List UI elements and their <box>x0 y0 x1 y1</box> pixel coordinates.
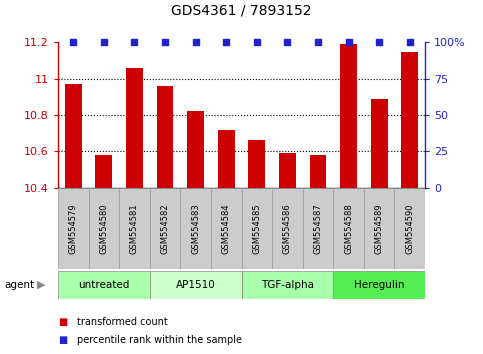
Text: AP1510: AP1510 <box>176 280 215 290</box>
Text: GSM554579: GSM554579 <box>69 203 78 254</box>
Bar <box>88 188 119 269</box>
Bar <box>211 188 242 269</box>
Bar <box>58 188 88 269</box>
Text: percentile rank within the sample: percentile rank within the sample <box>77 335 242 345</box>
Text: GSM554590: GSM554590 <box>405 203 414 253</box>
Bar <box>333 271 425 299</box>
Point <box>222 40 230 45</box>
Bar <box>272 188 303 269</box>
Text: GSM554588: GSM554588 <box>344 203 353 254</box>
Bar <box>150 271 242 299</box>
Point <box>406 40 413 45</box>
Bar <box>333 188 364 269</box>
Bar <box>150 188 180 269</box>
Point <box>100 40 108 45</box>
Bar <box>401 52 418 188</box>
Text: GSM554580: GSM554580 <box>99 203 108 254</box>
Text: GSM554586: GSM554586 <box>283 203 292 254</box>
Point <box>253 40 261 45</box>
Text: GSM554584: GSM554584 <box>222 203 231 254</box>
Point <box>70 40 77 45</box>
Bar <box>279 153 296 188</box>
Point <box>284 40 291 45</box>
Bar <box>156 86 173 188</box>
Point <box>345 40 353 45</box>
Bar <box>310 155 327 188</box>
Point <box>314 40 322 45</box>
Bar <box>96 155 112 188</box>
Text: TGF-alpha: TGF-alpha <box>261 280 314 290</box>
Bar <box>242 188 272 269</box>
Text: GSM554585: GSM554585 <box>252 203 261 254</box>
Text: Heregulin: Heregulin <box>354 280 404 290</box>
Text: GSM554583: GSM554583 <box>191 203 200 254</box>
Bar <box>65 84 82 188</box>
Point <box>130 40 138 45</box>
Point <box>161 40 169 45</box>
Text: ▶: ▶ <box>37 280 45 290</box>
Bar <box>340 44 357 188</box>
Bar <box>242 271 333 299</box>
Bar <box>303 188 333 269</box>
Bar <box>371 99 387 188</box>
Bar <box>395 188 425 269</box>
Text: agent: agent <box>5 280 35 290</box>
Point <box>375 40 383 45</box>
Bar <box>180 188 211 269</box>
Text: ■: ■ <box>58 317 67 327</box>
Bar <box>187 112 204 188</box>
Point <box>192 40 199 45</box>
Bar <box>126 68 143 188</box>
Text: GSM554581: GSM554581 <box>130 203 139 254</box>
Text: GSM554587: GSM554587 <box>313 203 323 254</box>
Bar <box>119 188 150 269</box>
Bar <box>248 141 265 188</box>
Text: GDS4361 / 7893152: GDS4361 / 7893152 <box>171 4 312 18</box>
Text: ■: ■ <box>58 335 67 345</box>
Bar <box>218 130 235 188</box>
Text: GSM554589: GSM554589 <box>375 203 384 254</box>
Text: transformed count: transformed count <box>77 317 168 327</box>
Bar <box>58 271 150 299</box>
Text: GSM554582: GSM554582 <box>160 203 170 254</box>
Text: untreated: untreated <box>78 280 129 290</box>
Bar <box>364 188 395 269</box>
